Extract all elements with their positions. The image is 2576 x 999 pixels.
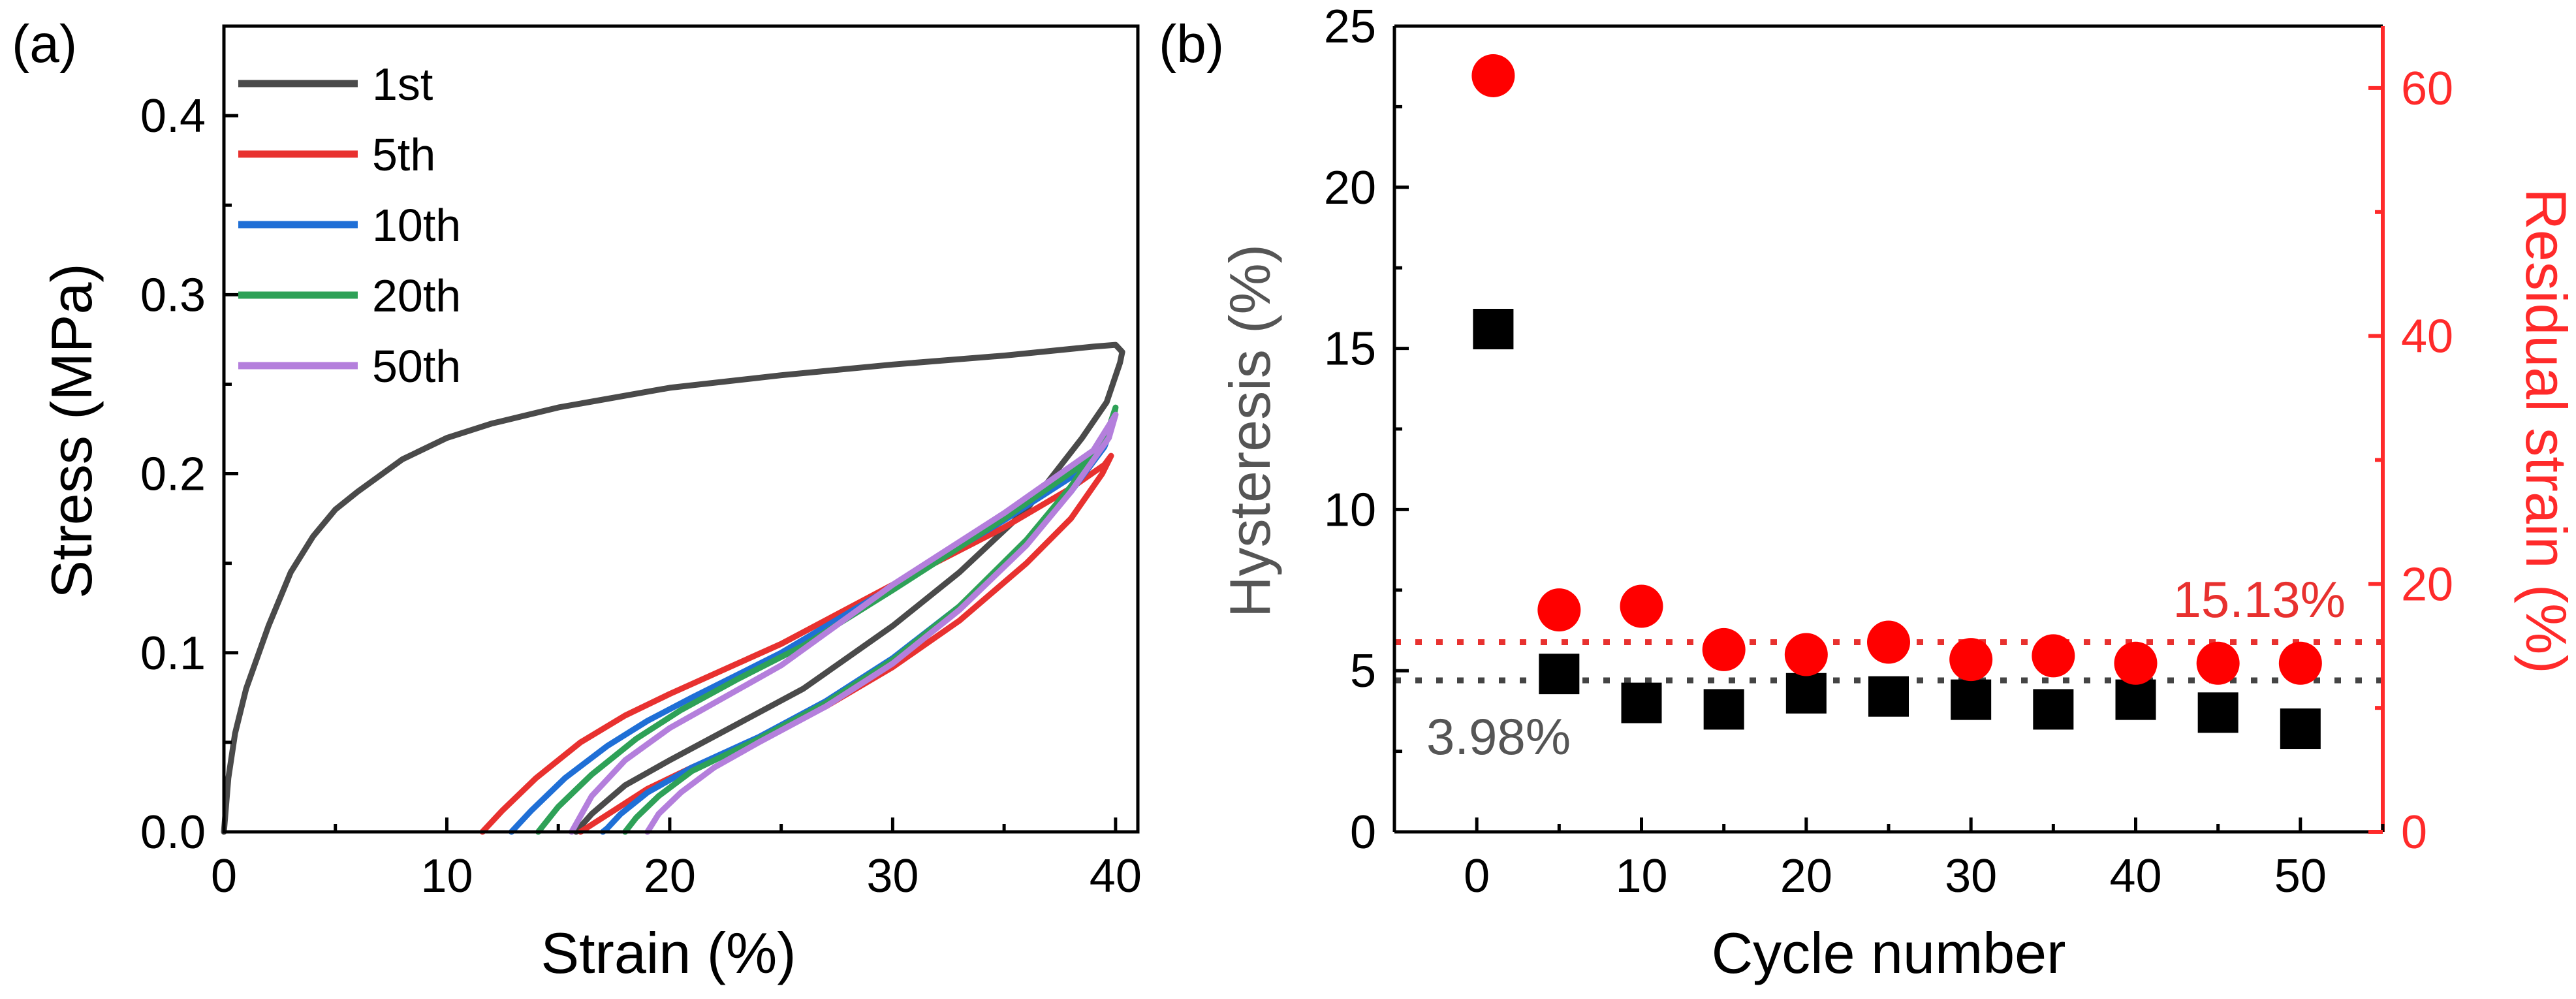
panel-a-y-axis-title: Stress (MPa) bbox=[39, 263, 104, 598]
panel-b-left-y-tick-label: 15 bbox=[1324, 323, 1376, 375]
panel-b-right-y-tick-label: 20 bbox=[2401, 558, 2453, 610]
panel-a-x-tick-label: 40 bbox=[1090, 850, 1142, 902]
panel-a-x-axis-title: Strain (%) bbox=[541, 921, 796, 985]
hysteresis-point bbox=[2197, 692, 2238, 733]
panel-b-x-tick-label: 50 bbox=[2274, 850, 2327, 902]
panel-a-x-tick-label: 20 bbox=[644, 850, 696, 902]
hysteresis-point bbox=[1539, 654, 1580, 695]
panel-a-x-tick-label: 30 bbox=[866, 850, 919, 902]
panel-b-x-tick-label: 10 bbox=[1615, 850, 1667, 902]
panel-a-axes: 0 10 20 30 40 0.0 0.1 0.2 0.3 0.4 bbox=[140, 24, 1142, 902]
panel-b-ref-label-hysteresis: 3.98% bbox=[1426, 708, 1571, 765]
panel-b-left-y-tick-label: 10 bbox=[1324, 484, 1376, 536]
panel-b-left-y-tick-label: 25 bbox=[1324, 1, 1376, 53]
hysteresis-point bbox=[2280, 708, 2321, 750]
legend-label-1st: 1st bbox=[372, 59, 433, 110]
panel-a-x-tick-label: 10 bbox=[420, 850, 473, 902]
residual-strain-point bbox=[1949, 638, 1993, 682]
residual-strain-point bbox=[1537, 588, 1581, 632]
hysteresis-point bbox=[1621, 682, 1662, 723]
panel-a-y-tick-label: 0.2 bbox=[140, 449, 206, 501]
panel-b-x-tick-label: 0 bbox=[1464, 850, 1490, 902]
legend-label-5th: 5th bbox=[372, 129, 435, 180]
legend-label-50th: 50th bbox=[372, 341, 461, 392]
panel-a-label: (a) bbox=[12, 14, 77, 74]
curve-50th bbox=[569, 411, 1119, 835]
panel-b-x-tick-label: 20 bbox=[1780, 850, 1832, 902]
curve-20th bbox=[535, 404, 1119, 835]
panel-a-legend: 1st 5th 10th 20th 50th bbox=[238, 59, 461, 392]
panel-b-right-y-tick-label: 0 bbox=[2401, 806, 2427, 859]
panel-b-x-tick-label: 40 bbox=[2109, 850, 2161, 902]
hysteresis-point bbox=[2033, 689, 2074, 730]
panel-a-curves bbox=[221, 341, 1125, 835]
residual-strain-point bbox=[1702, 627, 1746, 671]
panel-b-left-y-tick-label: 5 bbox=[1350, 645, 1376, 697]
panel-b-right-y-tick-label: 60 bbox=[2401, 63, 2453, 115]
panel-b-x-axis-title: Cycle number bbox=[1712, 921, 2066, 985]
residual-strain-point bbox=[2196, 641, 2240, 685]
residual-strain-point bbox=[1620, 584, 1663, 628]
panel-a-y-tick-label: 0.0 bbox=[140, 806, 206, 859]
panel-b-data-points bbox=[1471, 54, 2322, 750]
panel-a-y-tick-label: 0.4 bbox=[140, 90, 206, 142]
panel-a-stress-strain: (a) 0 10 20 30 400.00.10.20.30.4 Strain (%) … bbox=[12, 14, 1142, 985]
panel-b-y-axis-title-left: Hysteresis (%) bbox=[1217, 244, 1282, 618]
hysteresis-point bbox=[1951, 679, 1992, 720]
legend-label-20th: 20th bbox=[372, 270, 461, 321]
panel-b-axes: 0 10 20 30 40 50 0 5 10 15 20 25 0 20 40 60 bbox=[1324, 1, 2453, 902]
residual-strain-point bbox=[2278, 641, 2322, 685]
panel-b-hysteresis-residual: (b) 0 10 20 30 40 50 0 5 10 15 20 25 0 20 40 60 Cycle n… bbox=[1159, 1, 2576, 985]
residual-strain-point bbox=[2032, 634, 2075, 678]
panel-b-x-tick-label: 30 bbox=[1945, 850, 1997, 902]
panel-a-plot-frame bbox=[222, 24, 1140, 834]
curve-1st bbox=[221, 341, 1125, 835]
residual-strain-point bbox=[1784, 633, 1828, 676]
panel-a-x-tick-label: 0 bbox=[211, 850, 237, 902]
hysteresis-point bbox=[1785, 673, 1827, 714]
legend-label-10th: 10th bbox=[372, 200, 461, 251]
panel-b-ref-label-residual: 15.13% bbox=[2173, 571, 2346, 628]
residual-strain-point bbox=[1867, 620, 1910, 664]
panel-b-left-y-tick-label: 0 bbox=[1350, 806, 1376, 859]
hysteresis-point bbox=[2115, 679, 2156, 720]
panel-b-y-axis-title-right: Residual strain (%) bbox=[2514, 188, 2576, 673]
panel-a-y-tick-label: 0.3 bbox=[140, 269, 206, 321]
panel-b-label: (b) bbox=[1159, 14, 1224, 74]
hysteresis-point bbox=[1703, 689, 1744, 730]
hysteresis-point bbox=[1473, 308, 1514, 349]
residual-strain-point bbox=[2114, 641, 2158, 685]
panel-a-y-tick-label: 0.1 bbox=[140, 627, 206, 680]
panel-b-left-y-tick-label: 20 bbox=[1324, 162, 1376, 214]
panel-b-right-y-tick-label: 40 bbox=[2401, 311, 2453, 363]
residual-strain-point bbox=[1471, 54, 1515, 97]
hysteresis-point bbox=[1868, 676, 1909, 717]
